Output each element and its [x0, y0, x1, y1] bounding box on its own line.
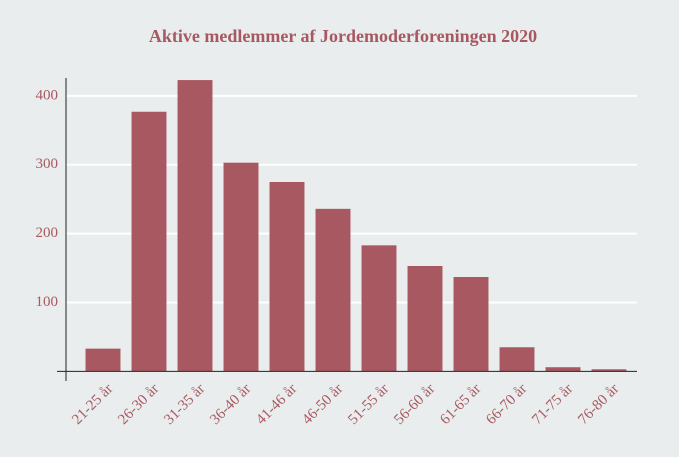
bar	[223, 162, 259, 372]
bar	[177, 80, 213, 372]
bar	[315, 208, 351, 372]
bar	[453, 277, 489, 372]
y-tick-label: 100	[36, 294, 59, 310]
bar	[131, 111, 167, 372]
y-tick-label: 200	[36, 225, 59, 241]
bar	[407, 265, 443, 372]
bar	[269, 181, 305, 372]
bar	[499, 347, 535, 372]
y-tick-label: 400	[36, 87, 59, 103]
y-tick-label: 300	[36, 156, 59, 172]
bar	[85, 348, 121, 372]
bar	[545, 367, 581, 372]
bar	[591, 369, 627, 372]
chart-title: Aktive medlemmer af Jordemoderforeningen…	[149, 26, 537, 46]
bar	[361, 245, 397, 372]
